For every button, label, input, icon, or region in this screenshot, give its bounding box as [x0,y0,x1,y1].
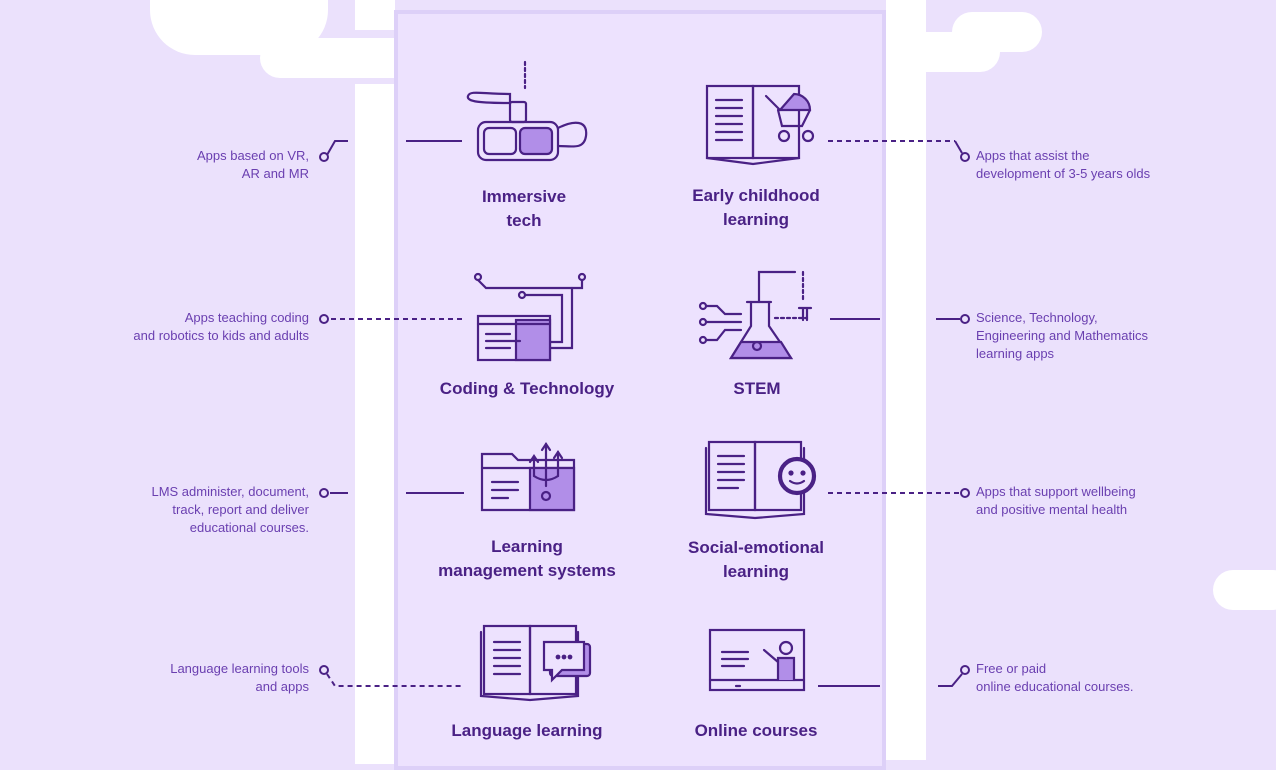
category-title-stem: STEM [733,379,781,398]
category-title-social-emotional: Social-emotional learning [687,538,825,581]
description-online-courses: Free or paid online educational courses. [976,661,1134,694]
description-stem: Science, Technology, Engineering and Mat… [976,310,1148,361]
category-title-online-courses: Online courses [694,721,818,740]
description-immersive-tech: Apps based on VR, AR and MR [196,148,309,181]
connectors [319,140,970,687]
category-title-early-childhood: Early childhood learning [692,186,820,229]
cloud-right [1213,570,1276,610]
flask-icon [698,270,813,360]
presentation-icon [708,628,806,692]
description-language: Language learning tools and apps [170,661,309,694]
code-window-icon [473,272,587,362]
book-stroller-icon [705,84,815,166]
left-column [355,0,395,30]
smiley-book-icon [704,440,817,520]
description-early-childhood: Apps that assist the development of 3-5 … [976,148,1151,181]
description-coding: Apps teaching coding and robotics to kid… [133,310,309,343]
right-column [886,0,926,760]
description-social-emotional: Apps that support wellbeing and positive… [976,484,1136,517]
category-title-language: Language learning [451,721,603,740]
left-column-lower [355,84,395,764]
category-title-coding: Coding & Technology [439,379,615,398]
book-chat-icon [479,624,592,702]
category-title-immersive-tech: Immersive tech [481,187,567,230]
lms-folder-icon [480,442,576,512]
category-title-lms: Learning management systems [438,537,616,580]
vr-headset-icon [466,60,588,162]
description-lms: LMS administer, document, track, report … [151,484,309,535]
